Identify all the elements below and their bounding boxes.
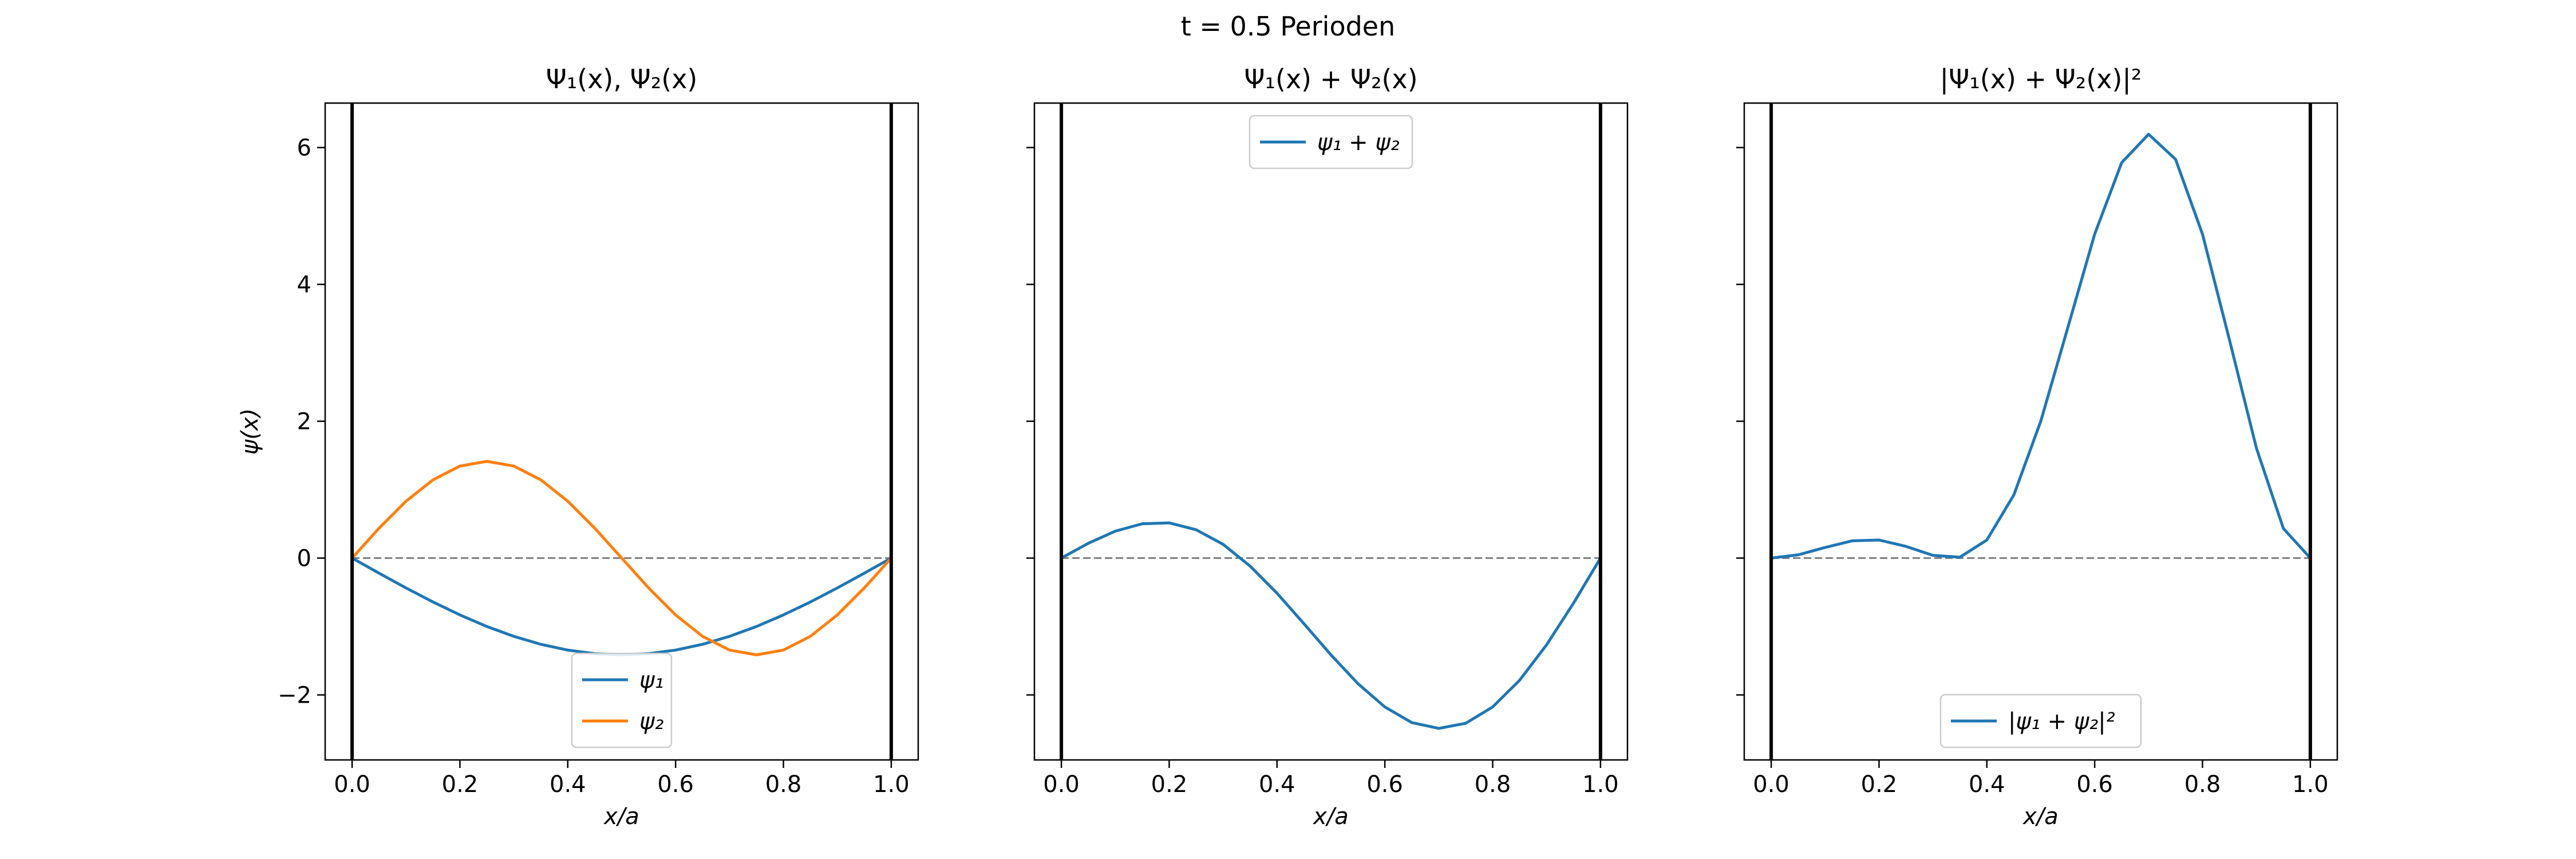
- legend: |ψ₁ + ψ₂|²: [1939, 693, 2142, 748]
- series-line-2: [350, 460, 893, 656]
- series-line-1: [1060, 521, 1602, 730]
- panel-2: Ψ₁(x) + Ψ₂(x) 0.0 0.2 0.4 0.6 0.8 1.0 x/a ψ₁ + ψ…: [1026, 64, 1629, 830]
- x-tick-label: 0.2: [1861, 771, 1898, 798]
- panel-1: Ψ₁(x), Ψ₂(x) 0.0 0.2 0.4 0.6 0.8 1.0 −2 0 2 4 6 x/a ψ…: [237, 64, 919, 830]
- series-line-1: [1769, 132, 2312, 559]
- x-tick-label: 0.6: [1366, 771, 1403, 798]
- plot-frame: [1033, 102, 1629, 761]
- x-tick-label: 0.4: [1969, 771, 2005, 798]
- x-tick-label: 1.0: [1582, 771, 1619, 798]
- legend-box: [1249, 115, 1413, 170]
- y-tick-label: 6: [297, 135, 311, 161]
- y-tick-label: 4: [297, 272, 311, 298]
- legend-label-1: ψ₁: [639, 667, 663, 693]
- y-tick-label: 0: [297, 546, 311, 572]
- y-axis-label: ψ(x): [237, 408, 263, 455]
- legend-label-1: ψ₁ + ψ₂: [1317, 129, 1400, 156]
- series-line-1: [350, 557, 893, 656]
- x-tick-label: 0.4: [1259, 771, 1295, 798]
- legend: ψ₁ + ψ₂: [1249, 115, 1413, 170]
- panel-title: |Ψ₁(x) + Ψ₂(x)|²: [1940, 64, 2142, 95]
- x-tick-label: 0.8: [1475, 771, 1511, 798]
- x-axis-label: x/a: [1312, 803, 1349, 830]
- x-tick-label: 0.0: [1043, 771, 1080, 798]
- plot-frame: [324, 102, 919, 761]
- x-tick-label: 0.4: [550, 771, 586, 798]
- panel-title: Ψ₁(x), Ψ₂(x): [546, 64, 698, 94]
- legend-box: [1939, 693, 2142, 748]
- x-tick-label: 0.2: [1151, 771, 1188, 798]
- y-tick-label: 2: [297, 409, 311, 435]
- x-tick-label: 0.0: [1753, 771, 1789, 798]
- x-tick-label: 0.2: [442, 771, 479, 798]
- panel-3: |Ψ₁(x) + Ψ₂(x)|² 0.0 0.2 0.4 0.6 0.8 1.0 x/a |ψ₁…: [1736, 64, 2338, 830]
- y-tick-label: −2: [278, 682, 311, 708]
- plot-frame: [1743, 102, 2338, 761]
- legend: ψ₁ ψ₂: [571, 652, 673, 748]
- panel-title: Ψ₁(x) + Ψ₂(x): [1244, 64, 1417, 94]
- x-axis-label: x/a: [2022, 803, 2059, 830]
- legend-label-2: ψ₂: [639, 708, 663, 735]
- x-tick-label: 1.0: [873, 771, 910, 798]
- figure-title: t = 0.5 Perioden: [1181, 11, 1396, 42]
- x-tick-label: 1.0: [2292, 771, 2329, 798]
- x-tick-label: 0.8: [765, 771, 802, 798]
- x-axis-label: x/a: [603, 803, 639, 830]
- legend-box: [571, 652, 673, 748]
- x-tick-label: 0.0: [334, 771, 370, 798]
- x-tick-label: 0.6: [2076, 771, 2113, 798]
- x-tick-label: 0.6: [657, 771, 694, 798]
- legend-label-1: |ψ₁ + ψ₂|²: [2008, 708, 2115, 735]
- x-tick-label: 0.8: [2184, 771, 2221, 798]
